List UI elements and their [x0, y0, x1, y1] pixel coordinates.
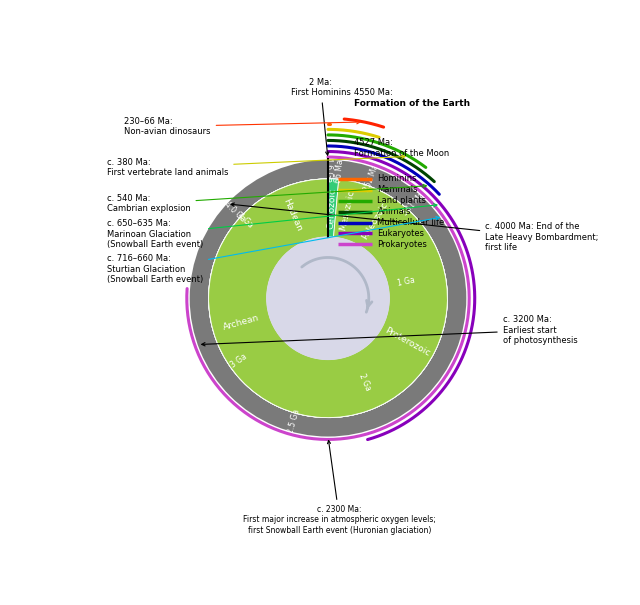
Wedge shape	[209, 179, 447, 417]
Text: c. 2300 Ma:
First major increase in atmospheric oxygen levels;
first Snowball Ea: c. 2300 Ma: First major increase in atmo…	[243, 440, 436, 535]
Text: Mesozoic: Mesozoic	[339, 189, 356, 231]
Wedge shape	[189, 160, 467, 437]
Text: 230–66 Ma:
Non-avian dinosaurs: 230–66 Ma: Non-avian dinosaurs	[124, 117, 360, 136]
Text: Prokaryotes: Prokaryotes	[378, 240, 428, 249]
Text: Formation of the Earth: Formation of the Earth	[354, 99, 470, 108]
Text: c. 4000 Ma: End of the
Late Heavy Bombardment;
first life: c. 4000 Ma: End of the Late Heavy Bombar…	[231, 203, 598, 252]
Text: 541 Ma: 541 Ma	[401, 191, 427, 218]
Text: Hominins: Hominins	[378, 174, 417, 183]
Text: 4.0 Ga: 4.0 Ga	[223, 200, 247, 223]
Text: c. 380 Ma:
First vertebrate land animals: c. 380 Ma: First vertebrate land animals	[107, 155, 405, 177]
Wedge shape	[209, 179, 447, 417]
Wedge shape	[209, 179, 447, 417]
Text: 4.6 Ga: 4.6 Ga	[323, 157, 333, 182]
Text: Archean: Archean	[222, 313, 260, 332]
Text: 2 Ga: 2 Ga	[357, 373, 372, 392]
Text: 3 Ga: 3 Ga	[229, 352, 249, 370]
Text: Animals: Animals	[378, 207, 411, 216]
Text: c. 716–660 Ma:
Sturtian Glaciation
(Snowball Earth event): c. 716–660 Ma: Sturtian Glaciation (Snow…	[107, 217, 440, 284]
Text: Eukaryotes: Eukaryotes	[378, 229, 424, 238]
Text: Mammals: Mammals	[378, 185, 418, 194]
Text: c. 650–635 Ma:
Marinoan Glaciation
(Snowball Earth event): c. 650–635 Ma: Marinoan Glaciation (Snow…	[107, 204, 437, 249]
Text: Cenozoic: Cenozoic	[326, 188, 337, 229]
Text: Land plants: Land plants	[378, 196, 426, 205]
Text: 4550 Ma:: 4550 Ma:	[354, 88, 393, 97]
Text: 4 Ga: 4 Ga	[236, 211, 255, 230]
Text: c. 540 Ma:
Cambrian explosion: c. 540 Ma: Cambrian explosion	[107, 185, 426, 214]
Circle shape	[267, 237, 389, 359]
Text: Hadean: Hadean	[281, 198, 303, 234]
Text: 1 Ga: 1 Ga	[397, 276, 416, 288]
Text: Paleozoic: Paleozoic	[360, 200, 389, 241]
Wedge shape	[209, 179, 408, 413]
Text: Proterozoic: Proterozoic	[383, 326, 431, 358]
Text: 4527 Ma:
Formation of the Moon: 4527 Ma: Formation of the Moon	[354, 138, 449, 157]
Text: 2.5 Ga: 2.5 Ga	[286, 408, 301, 434]
Wedge shape	[241, 179, 447, 417]
Text: Multicellular life: Multicellular life	[378, 218, 445, 227]
Text: c. 3200 Ma:
Earliest start
of photosynthesis: c. 3200 Ma: Earliest start of photosynth…	[202, 315, 577, 346]
Text: 252 Ma: 252 Ma	[362, 163, 380, 193]
Text: 2 Ma:
First Hominins: 2 Ma: First Hominins	[291, 78, 351, 155]
Text: 66 Ma: 66 Ma	[334, 159, 345, 183]
Wedge shape	[209, 179, 447, 417]
